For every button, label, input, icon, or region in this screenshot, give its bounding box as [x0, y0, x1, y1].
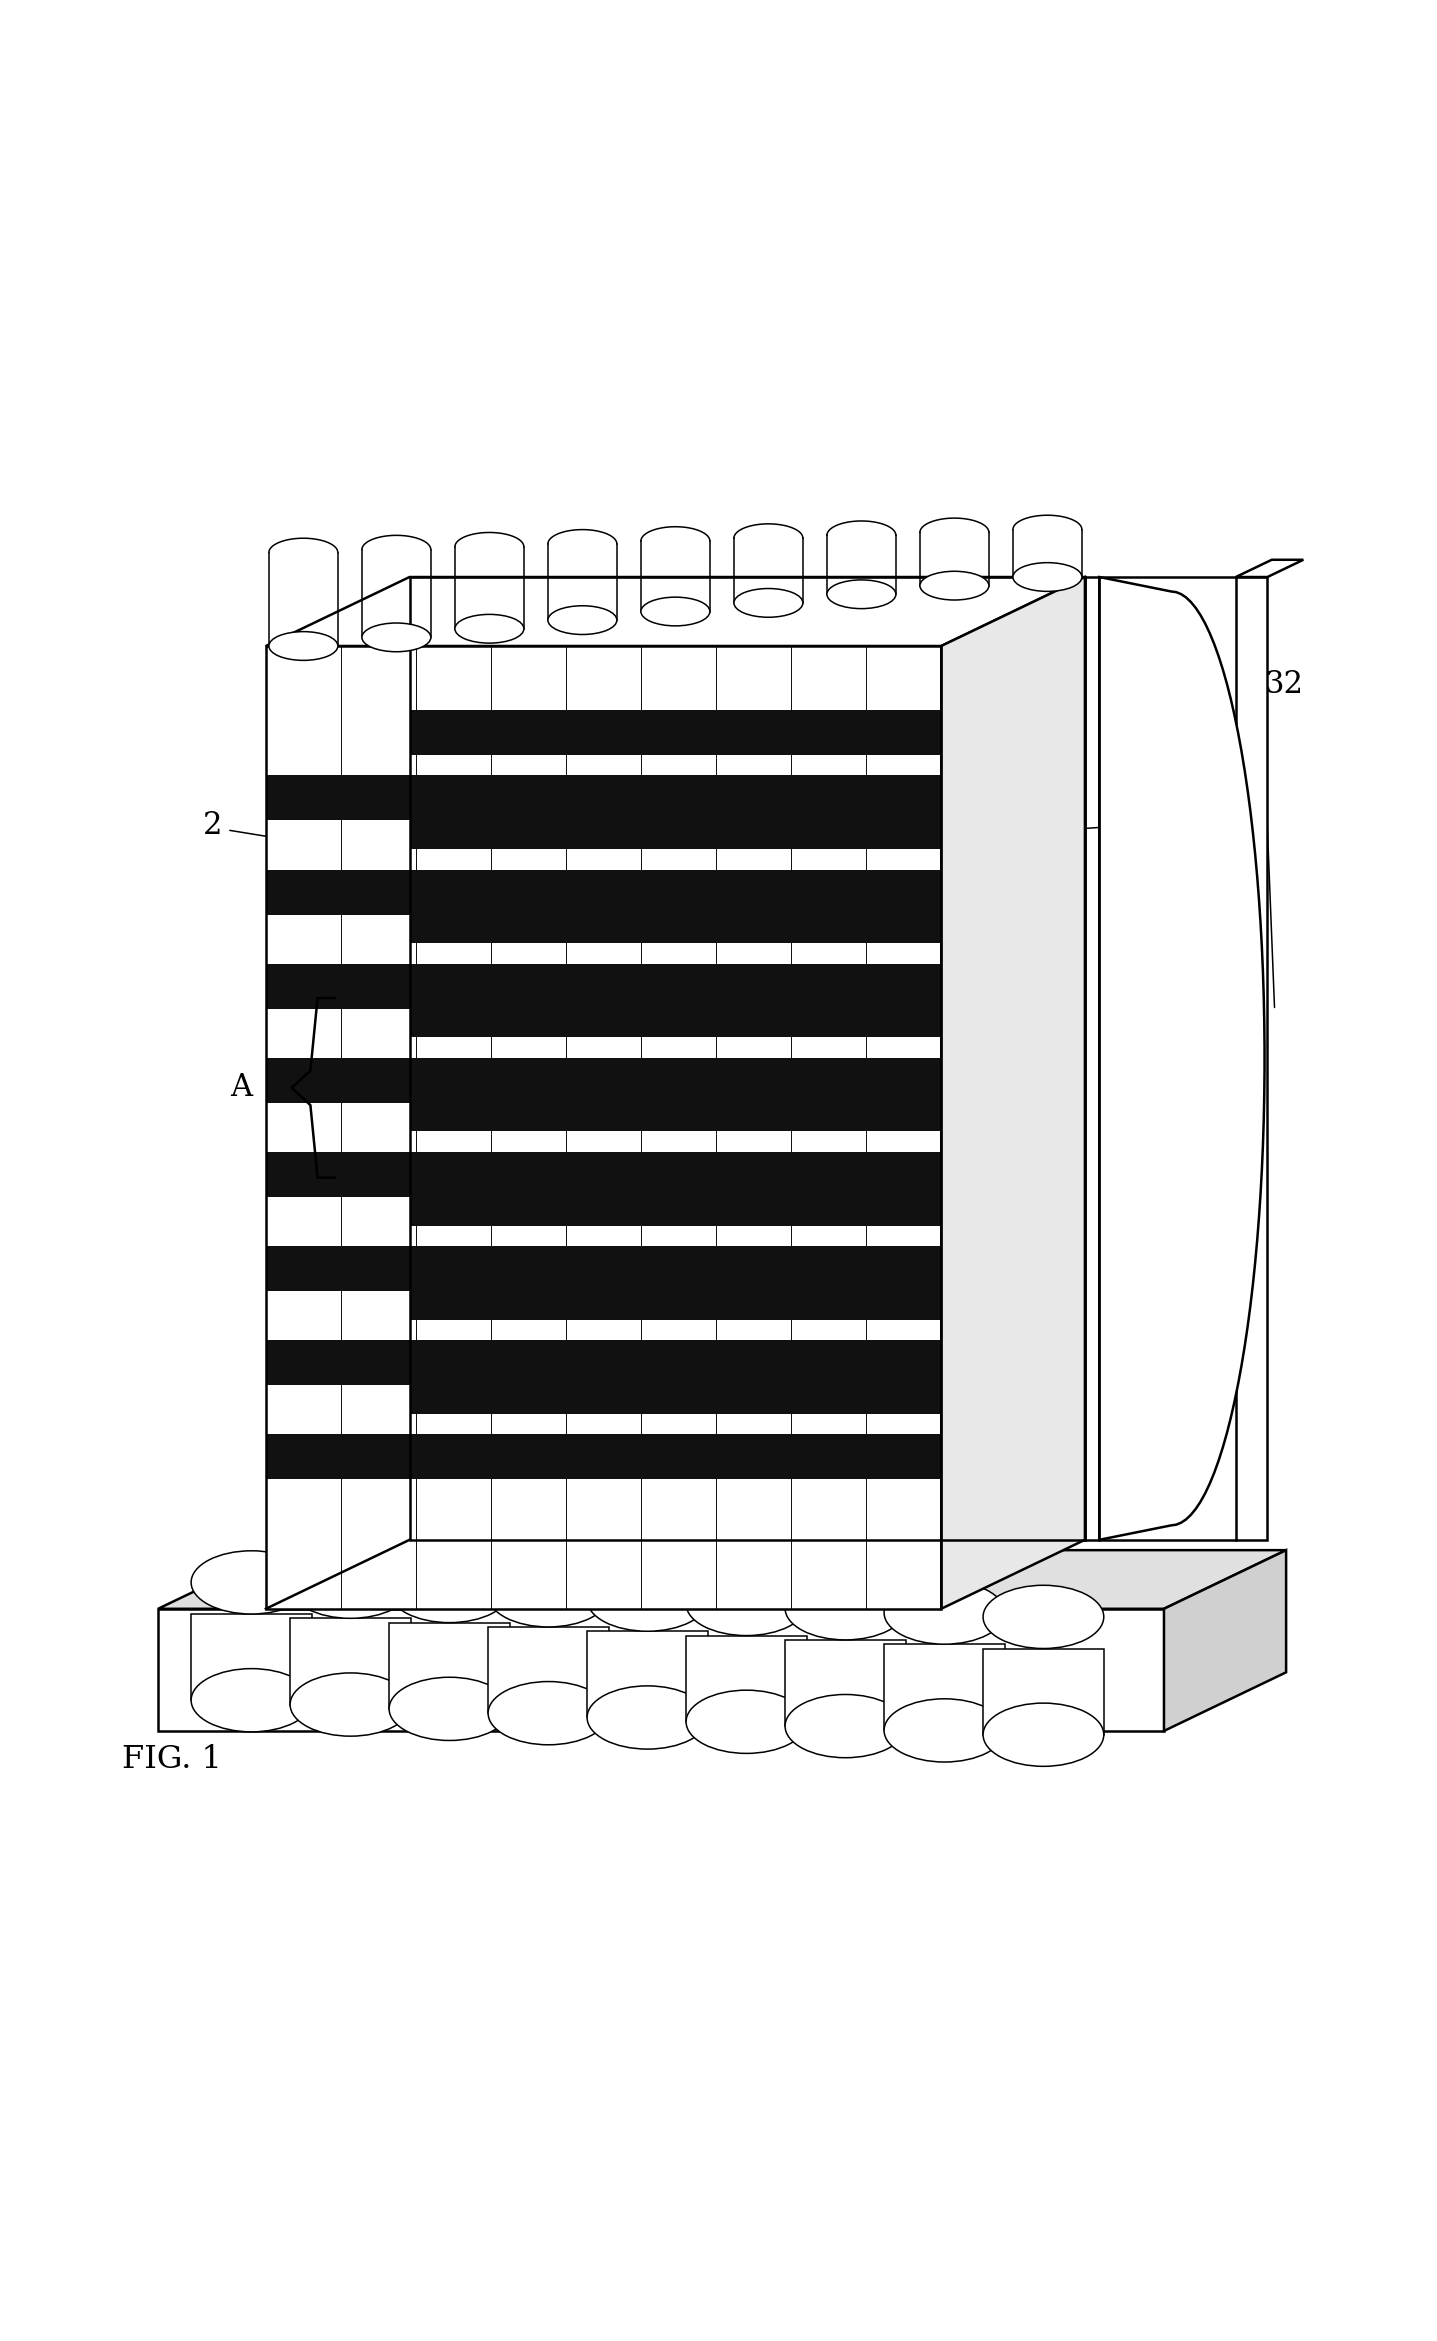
- Polygon shape: [410, 1086, 1085, 1131]
- Polygon shape: [641, 646, 716, 1608]
- Ellipse shape: [685, 1690, 806, 1753]
- Ellipse shape: [290, 1674, 411, 1737]
- Polygon shape: [983, 1648, 1104, 1735]
- Ellipse shape: [389, 1676, 510, 1739]
- Polygon shape: [588, 1632, 708, 1718]
- Polygon shape: [266, 646, 341, 1608]
- Ellipse shape: [920, 571, 989, 599]
- Ellipse shape: [1013, 562, 1082, 592]
- Polygon shape: [266, 1435, 941, 1480]
- Ellipse shape: [191, 1669, 312, 1732]
- Polygon shape: [410, 709, 1085, 754]
- Text: 1: 1: [1250, 1011, 1270, 1042]
- Polygon shape: [266, 775, 941, 819]
- Polygon shape: [566, 646, 641, 1608]
- Polygon shape: [266, 1058, 941, 1103]
- Polygon shape: [792, 646, 867, 1608]
- Text: A: A: [230, 1072, 253, 1103]
- Ellipse shape: [489, 1564, 609, 1627]
- Ellipse shape: [588, 1568, 708, 1632]
- Polygon shape: [266, 1245, 941, 1292]
- Ellipse shape: [785, 1695, 905, 1758]
- Text: 3: 3: [1128, 810, 1148, 840]
- Polygon shape: [1099, 576, 1265, 1540]
- Text: FIG. 1: FIG. 1: [122, 1744, 221, 1774]
- Polygon shape: [1236, 559, 1303, 576]
- Polygon shape: [867, 646, 941, 1608]
- Ellipse shape: [826, 581, 895, 609]
- Polygon shape: [1164, 1550, 1286, 1730]
- Polygon shape: [191, 1613, 312, 1700]
- Polygon shape: [415, 646, 491, 1608]
- Ellipse shape: [983, 1585, 1104, 1648]
- Text: 32: 32: [1265, 670, 1303, 700]
- Polygon shape: [716, 646, 792, 1608]
- Polygon shape: [1236, 576, 1267, 1540]
- Polygon shape: [266, 1341, 941, 1386]
- Polygon shape: [266, 964, 941, 1009]
- Polygon shape: [410, 1180, 1085, 1227]
- Polygon shape: [491, 646, 566, 1608]
- Polygon shape: [410, 1369, 1085, 1414]
- Polygon shape: [158, 1608, 1164, 1730]
- Ellipse shape: [734, 588, 803, 618]
- Polygon shape: [266, 869, 941, 915]
- Ellipse shape: [191, 1550, 312, 1613]
- Ellipse shape: [983, 1704, 1104, 1767]
- Polygon shape: [341, 646, 415, 1608]
- Polygon shape: [685, 1636, 806, 1721]
- Polygon shape: [785, 1641, 905, 1725]
- Polygon shape: [884, 1643, 1004, 1730]
- Polygon shape: [410, 576, 1085, 1540]
- Ellipse shape: [269, 632, 338, 660]
- Polygon shape: [410, 1276, 1085, 1320]
- Polygon shape: [941, 576, 1085, 1608]
- Polygon shape: [410, 899, 1085, 943]
- Text: 2: 2: [203, 810, 223, 840]
- Ellipse shape: [884, 1700, 1004, 1763]
- Ellipse shape: [685, 1573, 806, 1636]
- Text: 31: 31: [763, 578, 803, 611]
- Polygon shape: [290, 1618, 411, 1704]
- Polygon shape: [410, 803, 1085, 850]
- Polygon shape: [489, 1627, 609, 1714]
- Polygon shape: [158, 1550, 1286, 1608]
- Ellipse shape: [641, 597, 710, 625]
- Ellipse shape: [489, 1681, 609, 1744]
- Ellipse shape: [362, 623, 431, 651]
- Ellipse shape: [389, 1559, 510, 1622]
- Ellipse shape: [290, 1554, 411, 1618]
- Polygon shape: [266, 1152, 941, 1196]
- Polygon shape: [410, 993, 1085, 1037]
- Ellipse shape: [588, 1686, 708, 1749]
- Ellipse shape: [884, 1580, 1004, 1643]
- Polygon shape: [266, 576, 1085, 646]
- Ellipse shape: [785, 1575, 905, 1641]
- Polygon shape: [389, 1622, 510, 1709]
- Ellipse shape: [547, 606, 616, 634]
- Ellipse shape: [456, 613, 525, 644]
